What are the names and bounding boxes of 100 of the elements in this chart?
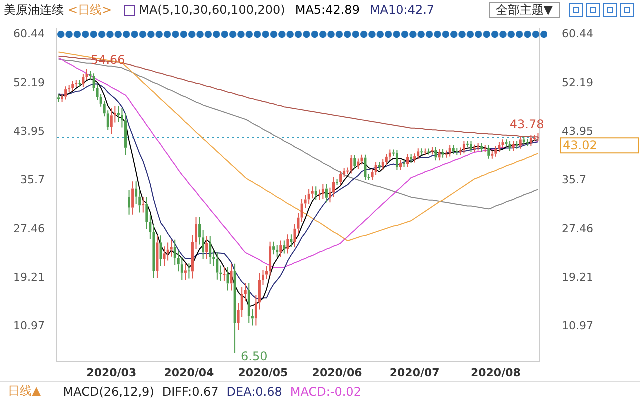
text: MACD:-0.02 bbox=[290, 384, 362, 398]
y2-tick-label: 35.7 bbox=[562, 174, 586, 187]
candlestick bbox=[385, 153, 388, 166]
candlestick bbox=[328, 187, 332, 204]
candlestick bbox=[110, 108, 113, 135]
chart-subtitle: <日线> bbox=[68, 2, 112, 18]
candlestick bbox=[502, 139, 504, 149]
ref-line-label: 43.02 bbox=[563, 138, 598, 152]
x-tick-label: 2020/05 bbox=[238, 366, 288, 380]
candlestick bbox=[234, 263, 236, 354]
candlestick bbox=[188, 263, 190, 280]
candlestick bbox=[357, 158, 360, 170]
candlestick bbox=[462, 140, 466, 154]
candlestick bbox=[311, 186, 314, 200]
candlestick bbox=[470, 140, 472, 153]
text: MA5:42.89 bbox=[295, 3, 360, 17]
x-tick-label: 2020/04 bbox=[164, 366, 215, 380]
candlestick bbox=[72, 80, 74, 92]
candlestick bbox=[350, 154, 353, 174]
candlestick bbox=[378, 162, 381, 171]
candlestick bbox=[216, 252, 219, 280]
annotation: 6.50 bbox=[241, 349, 268, 364]
candlestick bbox=[146, 196, 148, 230]
candlestick bbox=[512, 140, 515, 152]
text: MA10:42.7 bbox=[370, 3, 435, 17]
candlestick bbox=[82, 74, 85, 88]
candlestick bbox=[488, 144, 490, 160]
annotation: 43.78 bbox=[510, 117, 544, 132]
candlestick bbox=[508, 140, 512, 152]
candlestick bbox=[406, 154, 410, 168]
candlestick bbox=[403, 160, 406, 168]
candlestick bbox=[280, 240, 282, 258]
x-tick-label: 2020/06 bbox=[312, 366, 363, 380]
candlestick bbox=[336, 178, 339, 186]
candlestick bbox=[294, 224, 296, 248]
y-tick-label: 19.21 bbox=[14, 271, 45, 284]
candlestick bbox=[424, 148, 427, 156]
y-tick-label: 27.46 bbox=[14, 222, 45, 236]
candlestick bbox=[442, 148, 444, 158]
y-tick-label: 43.95 bbox=[14, 125, 45, 138]
candlestick bbox=[128, 190, 131, 216]
y-tick-label: 52.19 bbox=[14, 76, 45, 90]
candlestick bbox=[322, 184, 324, 200]
candlestick bbox=[325, 184, 328, 204]
candlestick bbox=[431, 146, 434, 156]
candlestick bbox=[195, 216, 198, 250]
candlestick bbox=[283, 240, 286, 254]
candlestick bbox=[360, 154, 364, 166]
text: MA(5,10,30,60,100,200) bbox=[139, 3, 286, 17]
candlestick bbox=[156, 235, 159, 279]
candlestick bbox=[209, 236, 212, 265]
candlestick bbox=[477, 142, 480, 152]
text: MACD(26,12,9) bbox=[63, 384, 154, 398]
x-tick-label: 2020/03 bbox=[86, 366, 137, 380]
candlestick bbox=[276, 244, 279, 258]
x-tick-label: 2020/07 bbox=[390, 366, 440, 380]
chart-title: 美原油连续 bbox=[4, 2, 64, 18]
candlestick bbox=[332, 176, 335, 198]
text: 全部主题▼ bbox=[488, 2, 560, 18]
candlestick bbox=[448, 144, 452, 158]
candlestick bbox=[286, 234, 290, 254]
candlestick bbox=[308, 188, 310, 205]
candlestick bbox=[354, 154, 356, 170]
candlestick bbox=[64, 86, 68, 100]
candlestick bbox=[340, 170, 342, 186]
candlestick bbox=[290, 234, 293, 248]
candlestick bbox=[537, 132, 540, 142]
y2-tick-label: 60.44 bbox=[562, 28, 594, 41]
candlestick bbox=[166, 242, 170, 262]
y2-tick-label: 52.19 bbox=[562, 76, 594, 90]
y-tick-label: 60.44 bbox=[14, 28, 45, 41]
candlestick bbox=[78, 80, 82, 88]
candlestick bbox=[438, 148, 441, 162]
candlestick bbox=[272, 241, 276, 256]
candlestick bbox=[456, 148, 458, 156]
candlestick bbox=[192, 234, 194, 280]
candlestick bbox=[400, 160, 402, 171]
candlestick bbox=[516, 140, 518, 150]
candlestick bbox=[170, 239, 173, 258]
candlestick bbox=[223, 266, 226, 282]
candlestick bbox=[530, 134, 532, 148]
candlestick bbox=[414, 153, 416, 164]
text: 日线▲ bbox=[8, 383, 42, 400]
text: DEA:0.68 bbox=[226, 384, 282, 398]
candlestick bbox=[117, 106, 120, 124]
candlestick bbox=[498, 142, 501, 153]
candlestick bbox=[519, 136, 522, 150]
y2-tick-label: 27.46 bbox=[562, 222, 594, 236]
candlestick bbox=[396, 150, 398, 171]
candlestick bbox=[180, 256, 184, 281]
candlestick bbox=[114, 106, 116, 124]
candlestick bbox=[300, 198, 304, 224]
candlestick bbox=[58, 94, 60, 102]
candlestick bbox=[61, 93, 64, 102]
candlestick bbox=[135, 181, 138, 204]
candlestick bbox=[491, 150, 494, 160]
candlestick bbox=[269, 241, 272, 276]
y2-tick-label: 43.95 bbox=[562, 125, 594, 138]
y-tick-label: 10.97 bbox=[14, 320, 45, 333]
candlestick bbox=[494, 146, 498, 158]
